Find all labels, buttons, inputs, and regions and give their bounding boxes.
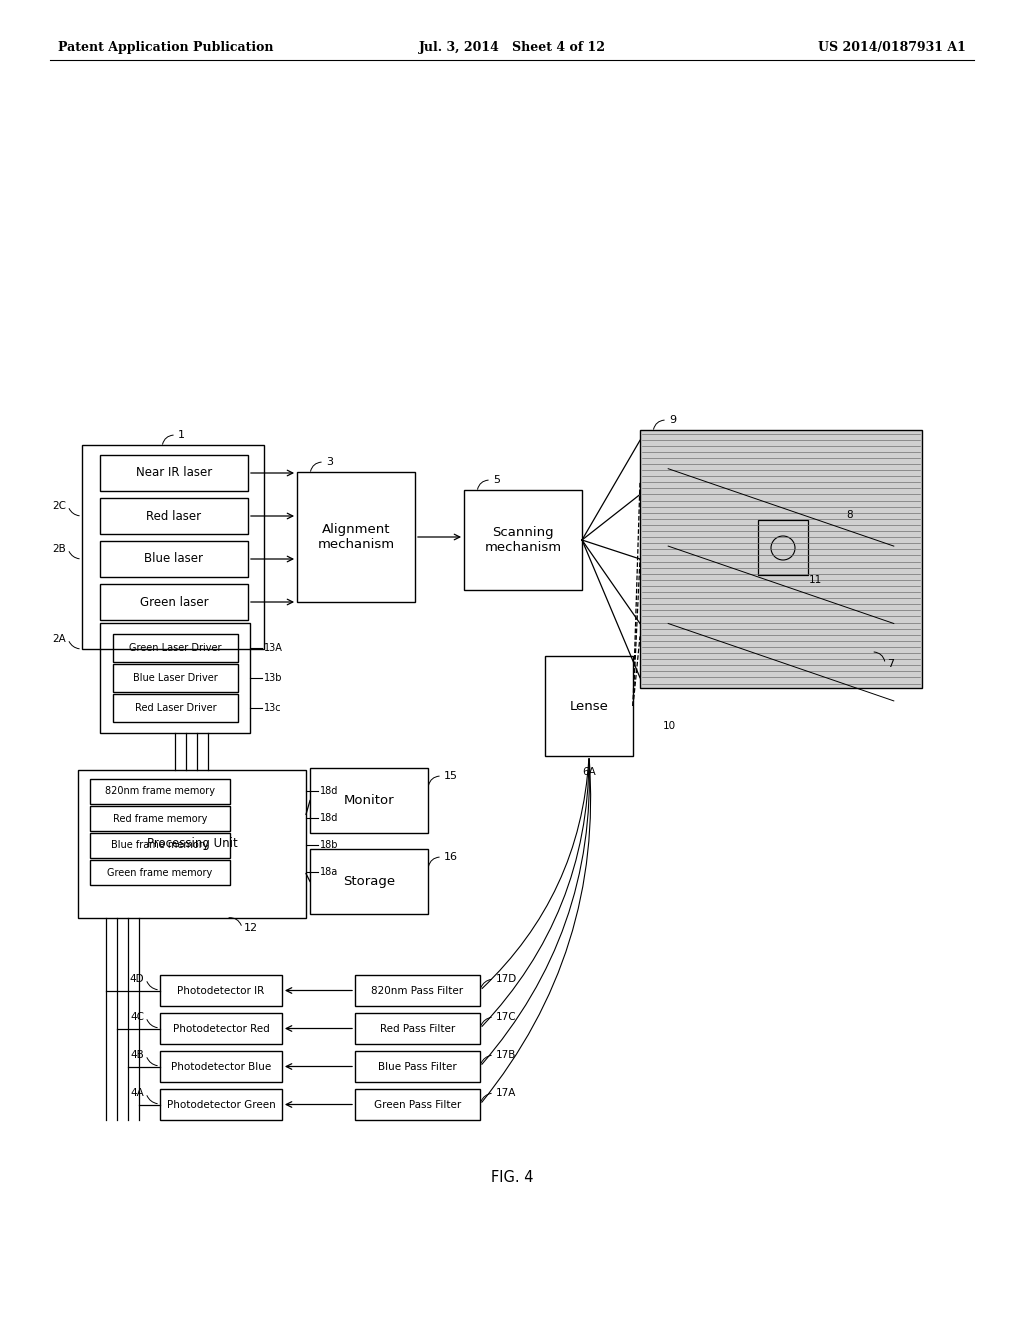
Text: Red frame memory: Red frame memory xyxy=(113,813,207,824)
Text: Lense: Lense xyxy=(569,700,608,713)
Text: Processing Unit: Processing Unit xyxy=(146,837,238,850)
FancyBboxPatch shape xyxy=(160,1051,282,1082)
Text: 3: 3 xyxy=(326,457,333,467)
Text: 4D: 4D xyxy=(129,974,144,983)
Text: 12: 12 xyxy=(244,923,258,933)
FancyBboxPatch shape xyxy=(90,861,230,884)
FancyBboxPatch shape xyxy=(100,583,248,620)
Text: 13b: 13b xyxy=(264,673,283,682)
Text: 17B: 17B xyxy=(496,1049,516,1060)
Text: 11: 11 xyxy=(809,574,822,585)
FancyBboxPatch shape xyxy=(100,541,248,577)
FancyBboxPatch shape xyxy=(355,1051,480,1082)
Text: Scanning
mechanism: Scanning mechanism xyxy=(484,525,561,554)
FancyBboxPatch shape xyxy=(113,694,238,722)
Text: Red Pass Filter: Red Pass Filter xyxy=(380,1023,455,1034)
Text: Photodetector Red: Photodetector Red xyxy=(173,1023,269,1034)
Text: 4A: 4A xyxy=(130,1088,144,1098)
Text: Photodetector IR: Photodetector IR xyxy=(177,986,264,995)
Text: 18b: 18b xyxy=(319,840,339,850)
Text: Alignment
mechanism: Alignment mechanism xyxy=(317,523,394,550)
Text: 2B: 2B xyxy=(52,544,66,554)
Text: 9: 9 xyxy=(669,414,676,425)
Text: Blue frame memory: Blue frame memory xyxy=(112,841,209,850)
Text: Jul. 3, 2014   Sheet 4 of 12: Jul. 3, 2014 Sheet 4 of 12 xyxy=(419,41,605,54)
Text: 820nm frame memory: 820nm frame memory xyxy=(105,787,215,796)
Text: Storage: Storage xyxy=(343,875,395,888)
FancyBboxPatch shape xyxy=(310,768,428,833)
FancyBboxPatch shape xyxy=(78,770,306,917)
Text: Green Laser Driver: Green Laser Driver xyxy=(129,643,222,653)
Text: 2C: 2C xyxy=(52,502,66,511)
Text: Red laser: Red laser xyxy=(146,510,202,523)
FancyBboxPatch shape xyxy=(355,975,480,1006)
Text: US 2014/0187931 A1: US 2014/0187931 A1 xyxy=(818,41,966,54)
FancyBboxPatch shape xyxy=(113,664,238,692)
Text: Blue Laser Driver: Blue Laser Driver xyxy=(133,673,218,682)
Text: 1: 1 xyxy=(178,430,185,440)
Text: 8: 8 xyxy=(846,510,853,520)
FancyBboxPatch shape xyxy=(464,490,582,590)
Text: Monitor: Monitor xyxy=(344,795,394,807)
Text: Green Pass Filter: Green Pass Filter xyxy=(374,1100,461,1110)
Text: 5: 5 xyxy=(493,475,500,484)
Text: 15: 15 xyxy=(444,771,458,781)
Text: 13A: 13A xyxy=(264,643,283,653)
Text: Blue laser: Blue laser xyxy=(144,553,204,565)
Text: 7: 7 xyxy=(887,659,894,669)
Text: Photodetector Green: Photodetector Green xyxy=(167,1100,275,1110)
FancyBboxPatch shape xyxy=(113,634,238,663)
Text: 17D: 17D xyxy=(496,974,517,983)
FancyBboxPatch shape xyxy=(90,779,230,804)
Text: 18d: 18d xyxy=(319,813,338,822)
Text: 17C: 17C xyxy=(496,1012,517,1022)
FancyBboxPatch shape xyxy=(355,1012,480,1044)
Text: Blue Pass Filter: Blue Pass Filter xyxy=(378,1061,457,1072)
Text: Near IR laser: Near IR laser xyxy=(136,466,212,479)
FancyBboxPatch shape xyxy=(297,473,415,602)
FancyBboxPatch shape xyxy=(545,656,633,756)
Text: 2A: 2A xyxy=(52,634,66,644)
Text: 4B: 4B xyxy=(130,1049,144,1060)
Text: 18d: 18d xyxy=(319,785,338,796)
FancyBboxPatch shape xyxy=(90,807,230,832)
Text: 820nm Pass Filter: 820nm Pass Filter xyxy=(372,986,464,995)
Text: 6A: 6A xyxy=(582,767,596,777)
FancyBboxPatch shape xyxy=(640,430,922,688)
Text: FIG. 4: FIG. 4 xyxy=(490,1171,534,1185)
FancyBboxPatch shape xyxy=(100,498,248,535)
FancyBboxPatch shape xyxy=(355,1089,480,1119)
Text: 4C: 4C xyxy=(130,1012,144,1022)
Text: Photodetector Blue: Photodetector Blue xyxy=(171,1061,271,1072)
FancyBboxPatch shape xyxy=(100,455,248,491)
Text: Patent Application Publication: Patent Application Publication xyxy=(58,41,273,54)
Text: 16: 16 xyxy=(444,851,458,862)
FancyBboxPatch shape xyxy=(90,833,230,858)
Text: Green laser: Green laser xyxy=(139,595,208,609)
Text: 18a: 18a xyxy=(319,867,338,876)
FancyBboxPatch shape xyxy=(160,975,282,1006)
Text: 17A: 17A xyxy=(496,1088,516,1098)
Text: Green frame memory: Green frame memory xyxy=(108,867,213,878)
FancyBboxPatch shape xyxy=(160,1089,282,1119)
Text: 10: 10 xyxy=(663,721,676,731)
Text: 13c: 13c xyxy=(264,704,282,713)
Text: Red Laser Driver: Red Laser Driver xyxy=(135,704,216,713)
FancyBboxPatch shape xyxy=(310,849,428,913)
FancyBboxPatch shape xyxy=(160,1012,282,1044)
